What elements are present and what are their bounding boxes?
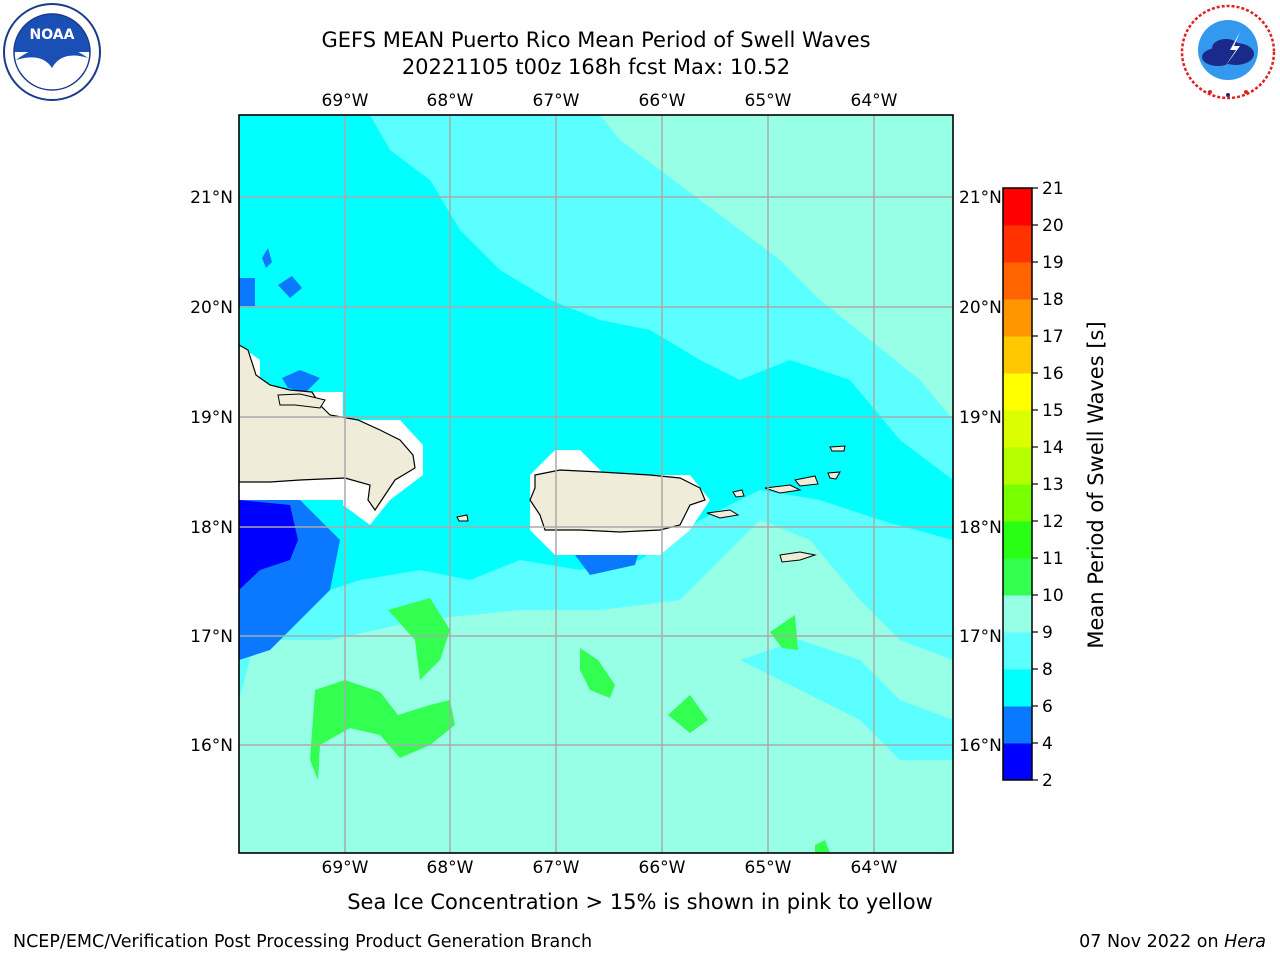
colorbar-tick-label: 11 — [1042, 549, 1064, 569]
lat-label: 18°N — [959, 518, 1002, 538]
lat-label: 21°N — [190, 188, 233, 208]
lon-label: 67°W — [533, 858, 580, 878]
st-croix-coastline — [779, 551, 817, 563]
lon-labels-bottom: 69°W 68°W 67°W 66°W 65°W 64°W — [322, 858, 898, 878]
colorbar-tick-label: 4 — [1042, 734, 1053, 754]
lon-label: 64°W — [851, 858, 898, 878]
lat-label: 16°N — [959, 736, 1002, 756]
swell-field-10-11 — [388, 598, 450, 680]
lat-label: 17°N — [190, 627, 233, 647]
colorbar: 2 4 6 8 9 10 11 12 13 14 15 16 17 18 19 20 21 Mean Perio… — [1002, 179, 1108, 791]
colorbar-swatch — [1003, 336, 1032, 374]
lat-label: 20°N — [959, 298, 1002, 318]
lon-label: 68°W — [427, 91, 474, 111]
colorbar-tick-label: 14 — [1042, 438, 1064, 458]
lat-label: 16°N — [190, 736, 233, 756]
colorbar-tick-label: 20 — [1042, 216, 1064, 236]
colorbar-tick-label: 17 — [1042, 327, 1064, 347]
vieques-coastline — [706, 509, 740, 519]
footer-host: Hera — [1224, 932, 1266, 952]
colorbar-swatch — [1003, 743, 1032, 781]
colorbar-tick-label: 18 — [1042, 290, 1064, 310]
colorbar-tick-label: 19 — [1042, 253, 1064, 273]
colorbar-tick-label: 16 — [1042, 364, 1064, 384]
swell-field-9-10-northeast — [600, 115, 953, 420]
colorbar-tick-label: 8 — [1042, 660, 1053, 680]
colorbar-swatch — [1003, 558, 1032, 596]
colorbar-swatch — [1003, 447, 1032, 485]
noaa-logo-text: NOAA — [30, 27, 75, 43]
colorbar-tick-label: 6 — [1042, 697, 1053, 717]
footer-date: 07 Nov 2022 on Hera — [1079, 932, 1266, 952]
colorbar-tick-label: 13 — [1042, 475, 1064, 495]
map-frame — [238, 114, 954, 854]
chart-title: GEFS MEAN Puerto Rico Mean Period of Swe… — [321, 28, 871, 52]
colorbar-swatch — [1003, 521, 1032, 559]
lon-label: 69°W — [322, 91, 369, 111]
lon-label: 69°W — [322, 858, 369, 878]
lon-label: 67°W — [533, 91, 580, 111]
colorbar-swatch — [1003, 669, 1032, 707]
colorbar-tick-label: 12 — [1042, 512, 1064, 532]
colorbar-tick-label: 21 — [1042, 179, 1064, 199]
map-gridlines — [239, 115, 953, 853]
colorbar-swatch — [1003, 262, 1032, 300]
colorbar-swatch — [1003, 299, 1032, 337]
map-field — [239, 115, 953, 853]
colorbar-swatch — [1003, 632, 1032, 670]
lon-label: 65°W — [745, 858, 792, 878]
colorbar-swatch — [1003, 373, 1032, 411]
colorbar-swatch — [1003, 410, 1032, 448]
lon-label: 66°W — [639, 858, 686, 878]
lat-labels-right: 21°N 20°N 19°N 18°N 17°N 16°N — [959, 188, 1002, 756]
colorbar-ticks: 2 4 6 8 9 10 11 12 13 14 15 16 17 18 19 20 21 — [1032, 179, 1064, 791]
lon-label: 68°W — [427, 858, 474, 878]
lat-labels-left: 21°N 20°N 19°N 18°N 17°N 16°N — [190, 188, 233, 756]
colorbar-swatch — [1003, 225, 1032, 263]
chart-subtitle: 20221105 t00z 168h fcst Max: 10.52 — [401, 55, 791, 79]
colorbar-swatch — [1003, 484, 1032, 522]
noaa-logo: NOAA — [3, 3, 101, 101]
lat-label: 19°N — [959, 408, 1002, 428]
footer-date-text: 07 Nov 2022 on — [1079, 932, 1225, 952]
colorbar-swatch — [1003, 706, 1032, 744]
lon-label: 65°W — [745, 91, 792, 111]
lon-label: 64°W — [851, 91, 898, 111]
colorbar-swatches — [1003, 188, 1032, 781]
colorbar-tick-label: 10 — [1042, 586, 1064, 606]
hispaniola-coastline — [239, 344, 416, 512]
colorbar-tick-label: 2 — [1042, 771, 1053, 791]
lon-label: 66°W — [639, 91, 686, 111]
lon-labels-top: 69°W 68°W 67°W 66°W 65°W 64°W — [322, 91, 898, 111]
lat-label: 19°N — [190, 408, 233, 428]
sea-ice-note: Sea Ice Concentration > 15% is shown in … — [347, 890, 933, 914]
virgin-islands-coastline — [764, 484, 802, 494]
colorbar-tick-label: 9 — [1042, 623, 1053, 643]
lat-label: 20°N — [190, 298, 233, 318]
colorbar-swatch — [1003, 595, 1032, 633]
colorbar-label: Mean Period of Swell Waves [s] — [1084, 321, 1108, 648]
lat-label: 21°N — [959, 188, 1002, 208]
nws-logo — [1180, 4, 1276, 100]
colorbar-swatch — [1003, 188, 1032, 226]
lat-label: 17°N — [959, 627, 1002, 647]
colorbar-tick-label: 15 — [1042, 401, 1064, 421]
footer-branch: NCEP/EMC/Verification Post Processing Pr… — [13, 932, 593, 952]
lat-label: 18°N — [190, 518, 233, 538]
swell-field-2-4 — [239, 500, 298, 590]
